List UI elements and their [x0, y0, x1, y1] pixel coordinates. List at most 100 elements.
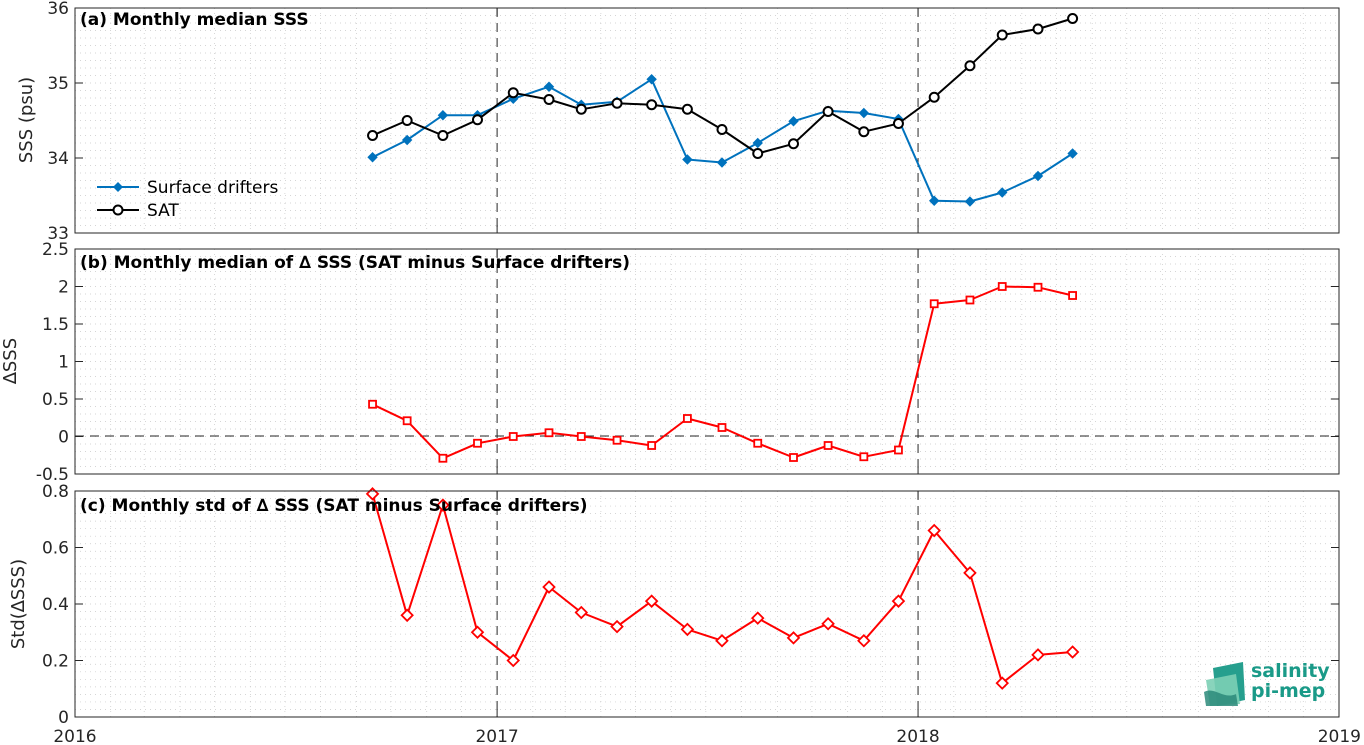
data-point	[823, 441, 833, 450]
data-point	[1032, 170, 1044, 182]
data-point	[928, 91, 940, 103]
grid-a	[75, 8, 1339, 233]
data-point	[789, 453, 798, 462]
data-point	[997, 187, 1008, 198]
data-point	[543, 81, 555, 92]
data-point	[963, 566, 977, 580]
y-ticks-b: -0.5 0 0.5 1 1.5 2 2.5	[36, 240, 1340, 485]
data-point	[964, 60, 976, 72]
data-point	[750, 611, 765, 625]
data-point	[858, 107, 870, 119]
y-tick-label: 0.8	[42, 482, 69, 502]
data-point	[1032, 23, 1044, 35]
y-tick-label: 1	[58, 353, 69, 373]
data-point	[470, 625, 485, 640]
panel-a-title: (a) Monthly median SSS	[80, 10, 309, 30]
data-point	[610, 619, 624, 634]
x-tick-label: 2019	[1318, 727, 1361, 745]
data-point	[753, 438, 763, 448]
data-point	[682, 414, 692, 423]
data-point	[544, 428, 554, 438]
y-tick-label: 0	[58, 428, 69, 448]
data-point	[1067, 13, 1079, 24]
y-tick-label: 2	[58, 278, 69, 298]
data-point	[752, 137, 763, 149]
data-point	[821, 617, 835, 631]
data-point	[368, 399, 377, 409]
data-point	[1031, 648, 1045, 662]
data-point	[716, 124, 728, 135]
data-point	[859, 452, 869, 462]
y-tick-label: 0.4	[42, 595, 69, 615]
data-point	[717, 423, 727, 432]
y-tick-label: 0.6	[42, 539, 69, 559]
grid-b	[75, 249, 1339, 474]
data-point	[995, 676, 1010, 690]
y-tick-label: 33	[47, 224, 69, 244]
data-point	[508, 432, 518, 441]
axes-box-a	[74, 7, 1340, 234]
y-tick-label: 0	[58, 708, 69, 728]
data-point	[929, 299, 939, 309]
legend-label-sat: SAT	[147, 201, 179, 221]
y-tick-label: 35	[47, 74, 69, 94]
data-point	[471, 114, 483, 126]
y-tick-label: 1.5	[42, 315, 69, 335]
data-point	[894, 445, 903, 455]
data-point	[367, 130, 379, 141]
y-tick-label: 36	[47, 0, 69, 19]
data-point	[681, 103, 693, 115]
data-point	[680, 622, 695, 637]
data-point	[473, 438, 482, 448]
data-point	[891, 594, 906, 608]
grid-c	[75, 491, 1339, 717]
y-tick-label: 0.2	[42, 652, 69, 672]
data-point	[1033, 282, 1043, 292]
data-point	[786, 631, 801, 645]
x-tick-label: 2017	[475, 727, 518, 745]
data-point	[964, 196, 976, 207]
data-point	[575, 103, 587, 115]
data-point	[997, 282, 1007, 291]
data-point	[788, 116, 799, 127]
legend-marker-sat	[112, 204, 124, 216]
series-c	[365, 487, 1080, 690]
data-point	[996, 29, 1008, 41]
data-point	[1067, 148, 1078, 159]
data-point	[822, 106, 834, 117]
data-point	[611, 97, 623, 109]
data-point	[892, 118, 904, 129]
logo-line1: salinity	[1251, 660, 1330, 682]
legend: Surface drifters SAT	[97, 178, 278, 221]
panel-b-title: (b) Monthly median of ∆ SSS (SAT minus S…	[80, 253, 630, 273]
panel-b-ylabel: ∆SSS	[0, 338, 21, 385]
data-point	[858, 126, 870, 138]
data-point	[574, 605, 589, 620]
data-point	[1068, 291, 1077, 300]
y-tick-label: 34	[47, 149, 69, 169]
data-point	[437, 110, 449, 121]
data-point	[646, 74, 657, 85]
data-point	[401, 134, 413, 146]
series-a	[367, 13, 1079, 207]
data-point	[506, 653, 521, 668]
data-point	[716, 157, 728, 168]
y-tick-label: 0.5	[42, 390, 69, 410]
data-point	[644, 594, 659, 608]
data-point	[612, 435, 622, 445]
data-point	[1065, 645, 1080, 659]
panel-a-ylabel: SSS (psu)	[16, 77, 37, 163]
legend-marker-drifters	[113, 182, 123, 192]
data-point	[715, 633, 729, 648]
axes-box-b	[74, 248, 1340, 475]
panel-c-ylabel: Std(∆SSS)	[8, 559, 29, 649]
legend-label-drifters: Surface drifters	[147, 178, 278, 198]
data-point	[928, 195, 940, 206]
data-point	[507, 87, 519, 99]
data-point	[752, 148, 764, 159]
series-b	[368, 282, 1077, 463]
y-tick-label: -0.5	[36, 465, 69, 485]
y-tick-label: 2.5	[42, 240, 69, 260]
data-point	[646, 99, 658, 111]
panel-a: 33 34 35 36 (a) Monthly median SSS SSS (psu…	[16, 0, 1340, 244]
